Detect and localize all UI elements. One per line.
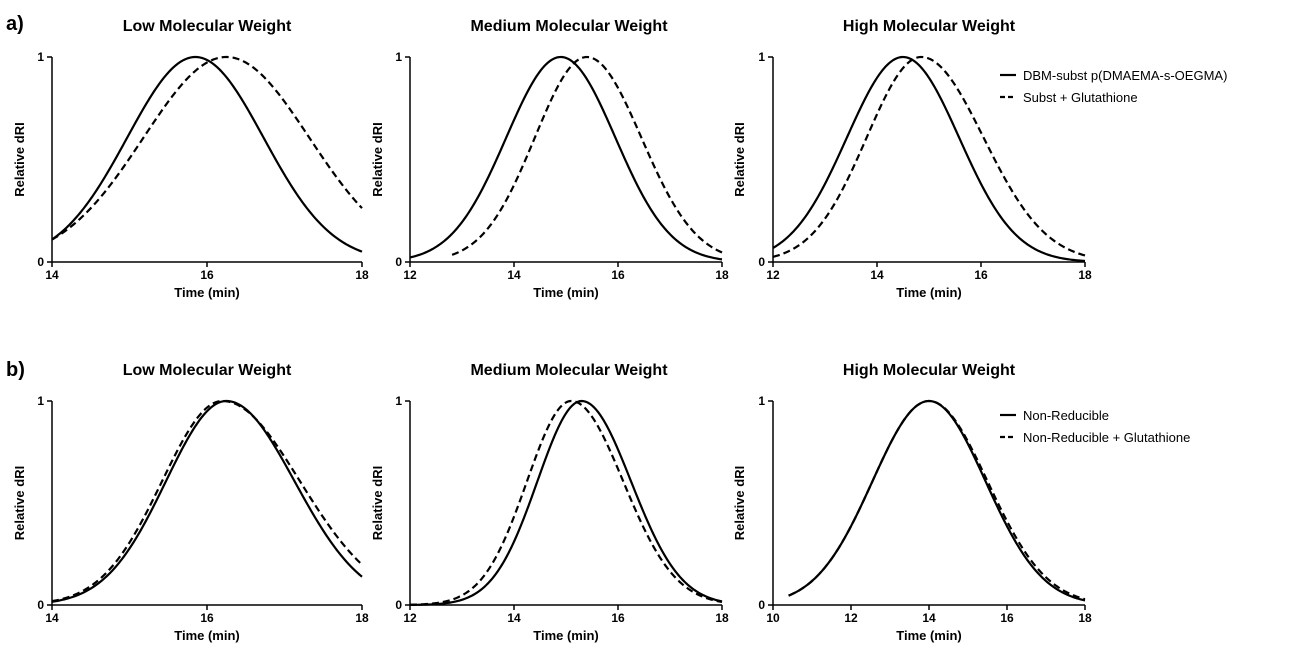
- x-tick-label: 12: [766, 268, 780, 282]
- chart-title: Low Molecular Weight: [123, 18, 292, 35]
- x-axis-label: Time (min): [174, 285, 240, 300]
- chart-title: High Molecular Weight: [843, 362, 1016, 379]
- x-axis-label: Time (min): [896, 628, 962, 643]
- x-tick-label: 14: [45, 611, 59, 625]
- x-tick-label: 14: [507, 268, 521, 282]
- y-tick-label: 1: [37, 394, 44, 408]
- x-tick-label: 16: [200, 268, 214, 282]
- legend-label: Non-Reducible + Glutathione: [1023, 430, 1190, 445]
- series-line-dashed: [772, 55, 1086, 258]
- series-line-dashed: [451, 55, 723, 256]
- x-tick-label: 18: [1078, 268, 1092, 282]
- series-line-solid: [51, 55, 363, 253]
- x-axis-label: Time (min): [533, 628, 599, 643]
- x-tick-label: 10: [766, 611, 780, 625]
- y-axis-label: Relative dRI: [732, 122, 747, 196]
- y-tick-label: 1: [758, 50, 765, 64]
- x-tick-label: 16: [200, 611, 214, 625]
- chart-panel-5: Medium Molecular Weight 12 14 16 18 0 1 Time (m…: [370, 362, 729, 643]
- y-tick-label: 1: [758, 394, 765, 408]
- legend-label: DBM-subst p(DMAEMA-s-OEGMA): [1023, 68, 1227, 83]
- x-tick-label: 18: [715, 611, 729, 625]
- x-tick-label: 18: [1078, 611, 1092, 625]
- series-line-solid: [51, 399, 363, 603]
- chart-title: Low Molecular Weight: [123, 362, 292, 379]
- x-tick-label: 14: [922, 611, 936, 625]
- y-tick-label: 0: [37, 255, 44, 269]
- chart-title: Medium Molecular Weight: [470, 362, 668, 379]
- x-axis-label: Time (min): [896, 285, 962, 300]
- x-tick-label: 16: [611, 268, 625, 282]
- x-tick-label: 14: [45, 268, 59, 282]
- series-line-solid: [772, 55, 1086, 263]
- series-line-dashed: [409, 399, 723, 606]
- y-tick-label: 0: [758, 255, 765, 269]
- y-axis-label: Relative dRI: [12, 466, 27, 540]
- x-tick-label: 12: [403, 268, 417, 282]
- y-tick-label: 0: [395, 598, 402, 612]
- chart-panel-1: Low Molecular Weight 14 16 18 0 1 Time (min) Re…: [12, 18, 369, 300]
- y-tick-label: 1: [395, 50, 402, 64]
- x-tick-label: 16: [611, 611, 625, 625]
- y-axis-label: Relative dRI: [370, 122, 385, 196]
- x-tick-label: 18: [355, 268, 369, 282]
- y-tick-label: 0: [395, 255, 402, 269]
- chart-panel-6: High Molecular Weight 10 12 14 16 18 0 1 Time (m…: [732, 362, 1190, 643]
- row-label-a: a): [6, 13, 24, 35]
- series-line-solid: [409, 55, 723, 261]
- y-tick-label: 1: [37, 50, 44, 64]
- x-axis-label: Time (min): [174, 628, 240, 643]
- y-axis-label: Relative dRI: [12, 122, 27, 196]
- row-label-b: b): [6, 359, 25, 381]
- x-tick-label: 16: [1000, 611, 1014, 625]
- x-tick-label: 12: [403, 611, 417, 625]
- x-tick-label: 18: [715, 268, 729, 282]
- legend-label: Non-Reducible: [1023, 408, 1109, 423]
- x-tick-label: 18: [355, 611, 369, 625]
- y-axis-label: Relative dRI: [370, 466, 385, 540]
- series-line-dashed: [788, 399, 1086, 601]
- chart-panel-3: High Molecular Weight 12 14 16 18 0 1 Time (min…: [732, 18, 1227, 300]
- chart-title: Medium Molecular Weight: [470, 18, 668, 35]
- y-tick-label: 0: [758, 598, 765, 612]
- chart-panel-2: Medium Molecular Weight 12 14 16 18 0 1 Time (m…: [370, 18, 729, 300]
- chart-panel-4: Low Molecular Weight 14 16 18 0 1 Time (min) Re…: [12, 362, 369, 643]
- y-tick-label: 0: [37, 598, 44, 612]
- x-axis-label: Time (min): [533, 285, 599, 300]
- chart-grid: Low Molecular Weight 14 16 18 0 1 Time (min) Re…: [12, 18, 1227, 643]
- x-tick-label: 12: [844, 611, 858, 625]
- series-line-dashed: [51, 399, 363, 603]
- series-line-dashed: [51, 55, 363, 241]
- series-line-solid: [409, 399, 723, 606]
- y-tick-label: 1: [395, 394, 402, 408]
- y-axis-label: Relative dRI: [732, 466, 747, 540]
- x-tick-label: 16: [974, 268, 988, 282]
- legend-label: Subst + Glutathione: [1023, 90, 1138, 105]
- x-tick-label: 14: [870, 268, 884, 282]
- x-tick-label: 14: [507, 611, 521, 625]
- chart-title: High Molecular Weight: [843, 18, 1016, 35]
